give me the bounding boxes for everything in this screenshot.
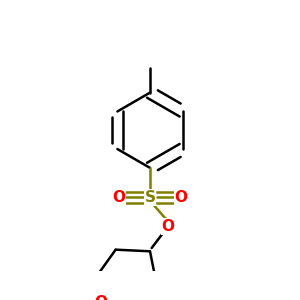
Text: O: O bbox=[161, 219, 175, 234]
Text: O: O bbox=[175, 190, 188, 205]
Text: S: S bbox=[145, 190, 155, 205]
Text: O: O bbox=[94, 295, 107, 300]
Text: O: O bbox=[112, 190, 125, 205]
